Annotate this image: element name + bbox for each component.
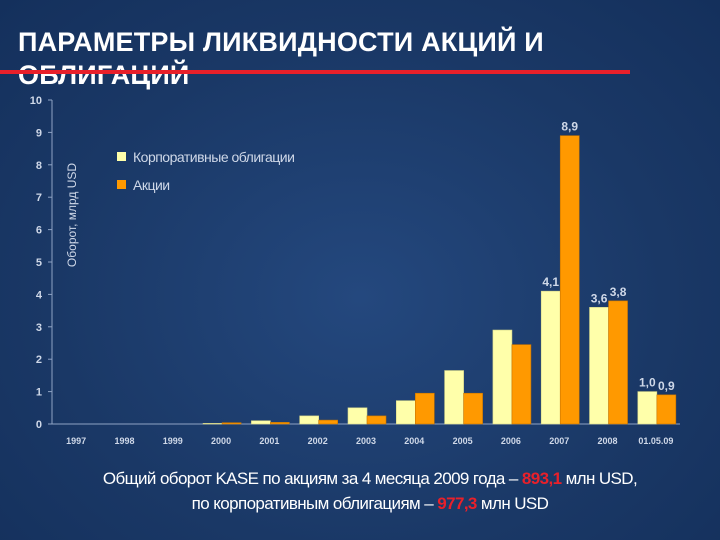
legend-swatch-bonds xyxy=(117,152,126,161)
bonds-bar xyxy=(540,290,561,425)
bonds-bar xyxy=(589,307,609,425)
bonds-bar xyxy=(299,415,319,425)
bonds-bar xyxy=(444,370,464,425)
footer-line-1-suffix: млн USD, xyxy=(565,469,638,488)
x-tick-label: 2000 xyxy=(211,436,231,446)
stocks-total-value: 893,1 xyxy=(521,469,562,488)
stocks-bar xyxy=(608,300,628,425)
x-tick-label: 2004 xyxy=(404,436,424,446)
y-tick-label: 5 xyxy=(36,257,42,269)
x-tick-label: 2006 xyxy=(501,436,521,446)
stocks-bar xyxy=(463,392,483,425)
bonds-bar xyxy=(492,329,513,425)
y-tick-label: 9 xyxy=(36,127,42,139)
bonds-bar xyxy=(251,420,271,425)
bonds-bar xyxy=(202,423,223,425)
turnover-bar-chart: 0 1 2 3 4 5 6 7 8 9 10 Оборот, млрд USD 1997 1998 1999… xyxy=(30,95,680,446)
stocks-bar xyxy=(559,135,580,425)
x-tick-label: 2003 xyxy=(356,436,376,446)
bonds-bar xyxy=(396,400,416,425)
y-tick-label: 0 xyxy=(36,419,42,431)
stocks-bar xyxy=(270,422,290,425)
x-tick-label: 2008 xyxy=(598,436,618,446)
stocks-bar xyxy=(318,419,338,425)
y-tick-label: 7 xyxy=(36,192,42,204)
x-tick-label: 2007 xyxy=(549,436,569,446)
y-tick-label: 2 xyxy=(36,354,42,366)
bonds-data-label: 3,6 xyxy=(591,291,608,305)
legend-label-stocks: Акции xyxy=(133,177,170,193)
stocks-data-label: 8,9 xyxy=(561,120,578,134)
y-tick-label: 4 xyxy=(36,289,43,301)
legend-swatch-stocks xyxy=(117,180,126,189)
y-tick-label: 10 xyxy=(30,95,42,107)
x-tick-label: 1997 xyxy=(66,436,86,446)
y-tick-label: 1 xyxy=(36,387,42,399)
footer-line-2-suffix: млн USD xyxy=(480,494,549,513)
x-tick-label: 01.05.09 xyxy=(638,436,673,446)
bonds-bar xyxy=(637,391,658,425)
x-tick-label: 2005 xyxy=(453,436,473,446)
x-tick-label: 1998 xyxy=(114,436,134,446)
y-tick-label: 3 xyxy=(36,322,42,334)
legend-label-bonds: Корпоративные облигации xyxy=(133,149,294,165)
title-underline xyxy=(0,70,630,74)
x-tick-label: 1999 xyxy=(163,436,183,446)
stocks-bar xyxy=(221,422,242,425)
bonds-bar xyxy=(347,407,368,425)
stocks-bar xyxy=(656,394,677,425)
footer-line-1: Общий оборот KASE по акциям за 4 месяца … xyxy=(60,466,680,491)
stocks-data-label: 3,8 xyxy=(610,285,627,299)
stocks-bar xyxy=(415,392,435,425)
y-axis-label: Оборот, млрд USD xyxy=(65,163,79,267)
bonds-total-value: 977,3 xyxy=(437,494,477,513)
page-title: ПАРАМЕТРЫ ЛИКВИДНОСТИ АКЦИЙ И ОБЛИГАЦИЙ xyxy=(18,27,544,90)
y-tick-label: 6 xyxy=(36,225,42,237)
y-tick-label: 8 xyxy=(36,160,42,172)
stocks-bar xyxy=(366,415,387,425)
footer-line-1-prefix: Общий оборот KASE по акциям за 4 месяца … xyxy=(102,469,518,488)
x-tick-label: 2001 xyxy=(259,436,279,446)
footer-line-2-prefix: по корпоративным облигациям – xyxy=(191,494,434,513)
bonds-data-label: 4,1 xyxy=(542,275,559,289)
footer-line-2: по корпоративным облигациям – 977,3 млн … xyxy=(60,491,680,516)
stocks-data-label: 0,9 xyxy=(658,379,675,393)
bonds-data-label: 1,0 xyxy=(639,376,656,390)
x-tick-label: 2002 xyxy=(308,436,328,446)
footer-summary: Общий оборот KASE по акциям за 4 месяца … xyxy=(60,466,680,516)
stocks-bar xyxy=(511,344,532,425)
